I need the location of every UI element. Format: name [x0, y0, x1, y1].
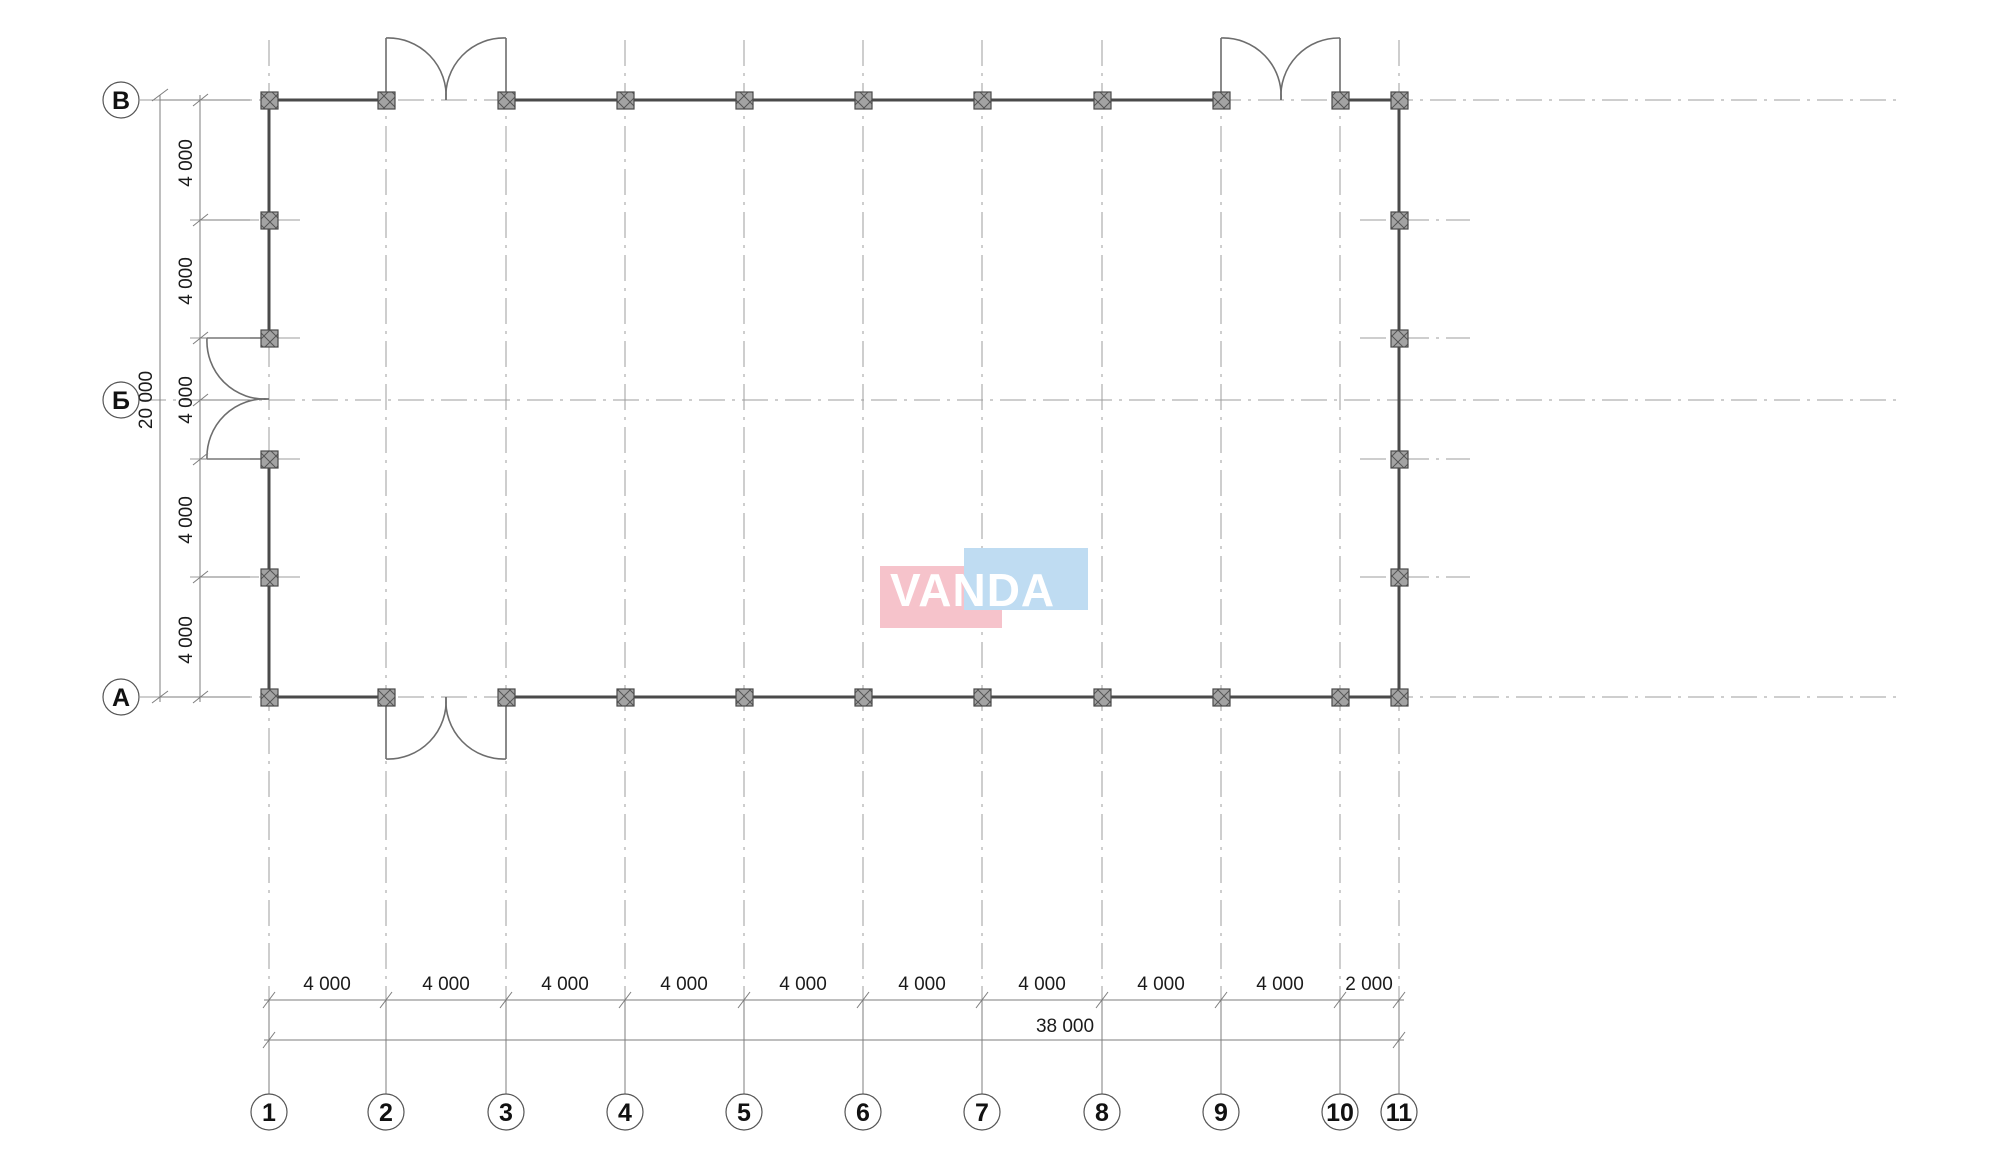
left-dim-seg-5: 4 000 — [176, 616, 197, 664]
axis-bubble-4[interactable]: 4 — [606, 1093, 644, 1131]
column — [1093, 91, 1112, 110]
axis-bubble-6[interactable]: 6 — [844, 1093, 882, 1131]
bottom-dim-seg-6: 4 000 — [898, 974, 946, 995]
bottom-dim-seg-1: 4 000 — [303, 974, 351, 995]
door-left — [206, 337, 270, 460]
axis-bubble-label: 1 — [262, 1099, 276, 1127]
axis-bubble-label: В — [112, 87, 130, 115]
doors — [206, 37, 1341, 760]
axis-bubble-2[interactable]: 2 — [367, 1093, 405, 1131]
bottom-dim-seg-5: 4 000 — [779, 974, 827, 995]
axis-bubble-label: 3 — [499, 1099, 513, 1127]
left-dimension-labels: 20 000 4 000 4 000 4 000 4 000 4 000 — [136, 139, 197, 664]
axis-bubble-label: 2 — [379, 1099, 393, 1127]
axis-bubble-a[interactable]: А — [102, 678, 140, 716]
watermark-blue-block — [964, 548, 1088, 610]
left-dim-seg-2: 4 000 — [176, 257, 197, 305]
bottom-dim-seg-3: 4 000 — [541, 974, 589, 995]
axis-bubble-5[interactable]: 5 — [725, 1093, 763, 1131]
walls — [267, 98, 1401, 699]
left-dim-seg-3: 4 000 — [176, 376, 197, 424]
column — [1212, 91, 1231, 110]
axis-bubble-label: 8 — [1095, 1099, 1109, 1127]
column — [1093, 688, 1112, 707]
door-top-right — [1220, 37, 1341, 101]
column — [260, 450, 279, 469]
axis-bubble-label: 10 — [1326, 1099, 1354, 1127]
column — [260, 688, 279, 707]
axis-bubble-8[interactable]: 8 — [1083, 1093, 1121, 1131]
bottom-dim-seg-2: 4 000 — [422, 974, 470, 995]
column — [1390, 450, 1409, 469]
column — [1390, 211, 1409, 230]
axis-bubble-label: 7 — [975, 1099, 989, 1127]
axis-bubble-label: 9 — [1214, 1099, 1228, 1127]
column — [377, 91, 396, 110]
column — [973, 688, 992, 707]
axis-bubble-label: 5 — [737, 1099, 751, 1127]
column — [497, 688, 516, 707]
axis-bubble-7[interactable]: 7 — [963, 1093, 1001, 1131]
columns — [260, 91, 1409, 707]
watermark-text: VANDA — [890, 564, 1056, 616]
column — [854, 688, 873, 707]
axis-bubble-label: 6 — [856, 1099, 870, 1127]
bottom-dim-seg-7: 4 000 — [1018, 974, 1066, 995]
column — [260, 329, 279, 348]
horizontal-axis-bubbles: 1 2 3 4 5 6 7 8 9 10 11 — [250, 1093, 1418, 1131]
column — [1331, 688, 1350, 707]
column — [735, 91, 754, 110]
column — [1212, 688, 1231, 707]
grid-lines — [140, 40, 1900, 1050]
axis-bubble-v[interactable]: В — [102, 81, 140, 119]
door-bottom — [385, 696, 507, 760]
column — [854, 91, 873, 110]
column — [260, 91, 279, 110]
left-dim-seg-1: 4 000 — [176, 139, 197, 187]
column — [1390, 329, 1409, 348]
axis-bubble-b[interactable]: Б — [102, 381, 140, 419]
door-top-left — [385, 37, 507, 101]
bottom-dim-seg-9: 4 000 — [1256, 974, 1304, 995]
column — [735, 688, 754, 707]
axis-bubble-label: 4 — [618, 1099, 632, 1127]
left-dimension-lines — [151, 88, 250, 704]
axis-bubble-label: А — [112, 684, 130, 712]
left-dim-seg-4: 4 000 — [176, 496, 197, 544]
column — [1331, 91, 1350, 110]
column — [1390, 568, 1409, 587]
axis-bubble-10[interactable]: 10 — [1321, 1093, 1359, 1131]
vanda-watermark: VANDA — [880, 548, 1120, 628]
bottom-dimension-lines — [262, 991, 1406, 1095]
column — [1390, 91, 1409, 110]
bottom-dimension-labels: 4 000 4 000 4 000 4 000 4 000 4 000 4 00… — [303, 974, 1393, 1037]
left-dim-total: 20 000 — [136, 371, 157, 429]
column — [616, 688, 635, 707]
axis-bubble-label: 11 — [1386, 1099, 1413, 1127]
axis-bubble-label: Б — [112, 387, 130, 415]
axis-bubble-3[interactable]: 3 — [487, 1093, 525, 1131]
bottom-dim-total: 38 000 — [1036, 1016, 1094, 1037]
axis-bubble-9[interactable]: 9 — [1202, 1093, 1240, 1131]
column — [973, 91, 992, 110]
axis-bubble-1[interactable]: 1 — [250, 1093, 288, 1131]
column — [1390, 688, 1409, 707]
axis-bubble-11[interactable]: 11 — [1380, 1093, 1418, 1131]
bottom-dim-seg-4: 4 000 — [660, 974, 708, 995]
column — [377, 688, 396, 707]
column — [497, 91, 516, 110]
column — [616, 91, 635, 110]
bottom-dim-seg-8: 4 000 — [1137, 974, 1185, 995]
vertical-axis-bubbles: В Б А — [102, 81, 140, 716]
column — [260, 211, 279, 230]
bottom-dim-seg-10: 2 000 — [1345, 974, 1393, 995]
column — [260, 568, 279, 587]
